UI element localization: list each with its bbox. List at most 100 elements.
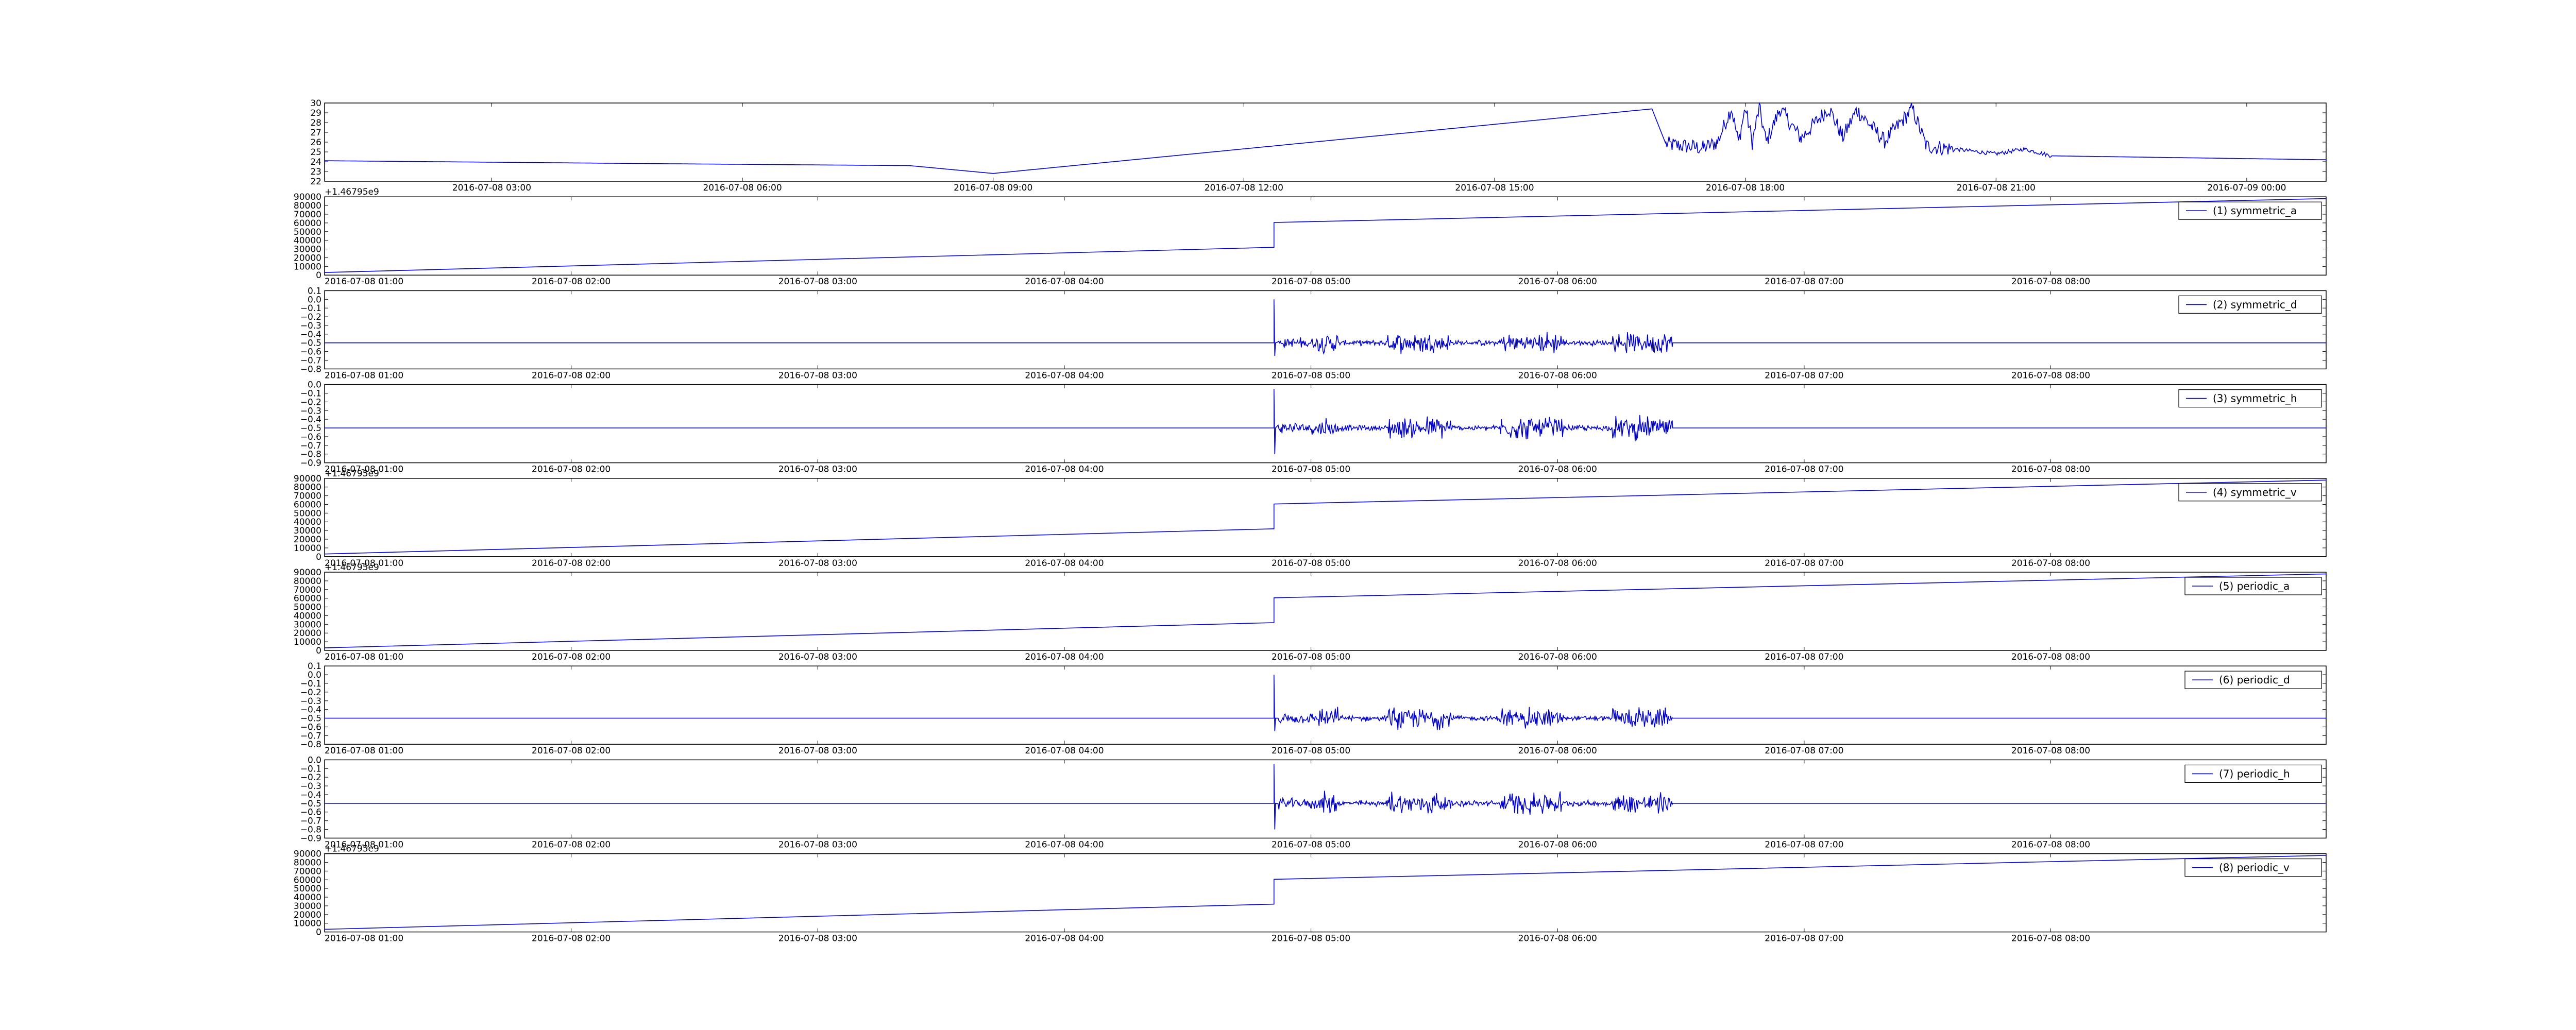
legend: (5) periodic_a	[2184, 577, 2322, 595]
y-tick-label: 22	[310, 177, 321, 187]
legend-label: (3) symmetric_h	[2213, 392, 2297, 405]
y-tick-label: 0	[316, 646, 321, 656]
series-line	[325, 764, 2326, 830]
y-tick-label: 30	[310, 98, 321, 109]
y-tick-label: −0.5	[300, 799, 321, 809]
y-tick-label: −0.2	[300, 772, 321, 783]
y-tick-label: −0.1	[300, 764, 321, 774]
y-tick-label: 10000	[294, 262, 321, 272]
series-line	[325, 299, 2326, 356]
subplot-6: 9000080000700006000050000400003000020000…	[294, 562, 2327, 662]
x-tick-label: 2016-07-08 03:00	[778, 839, 857, 850]
y-tick-label: 30000	[294, 245, 321, 255]
legend: (6) periodic_d	[2184, 671, 2322, 689]
x-tick-label: 2016-07-08 05:00	[1272, 277, 1350, 287]
y-tick-label: 20000	[294, 910, 321, 920]
offset-label: +1.46795e9	[325, 469, 379, 479]
x-tick-label: 2016-07-08 08:00	[2011, 934, 2090, 944]
y-tick-label: 30000	[294, 526, 321, 536]
x-tick-label: 2016-07-08 06:00	[1518, 934, 1597, 944]
y-tick-label: −0.2	[300, 688, 321, 698]
subplot-4: 0.0−0.1−0.2−0.3−0.4−0.5−0.6−0.7−0.8−0.9 2…	[300, 380, 2327, 475]
x-tick-label: 2016-07-08 04:00	[1025, 652, 1104, 662]
plot-frame	[324, 290, 2327, 370]
y-tick-label: −0.1	[300, 679, 321, 689]
x-tick-label: 2016-07-08 07:00	[1765, 652, 1843, 662]
legend-label: (7) periodic_h	[2219, 767, 2290, 780]
y-tick-label: 25	[310, 147, 321, 158]
y-tick-label: 50000	[294, 227, 321, 237]
y-tick-label: 0.0	[308, 670, 321, 680]
x-tick-label: 2016-07-08 07:00	[1765, 746, 1843, 756]
y-tick-label: 80000	[294, 483, 321, 493]
x-tick-label: 2016-07-08 06:00	[1518, 370, 1597, 381]
x-tick-label: 2016-07-08 03:00	[778, 934, 857, 944]
x-tick-label: 2016-07-08 21:00	[1957, 183, 2036, 193]
y-tick-label: 70000	[294, 491, 321, 502]
x-tick-label: 2016-07-08 06:00	[1518, 558, 1597, 569]
subplot-2: 9000080000700006000050000400003000020000…	[294, 187, 2327, 287]
x-tick-label: 2016-07-08 03:00	[778, 465, 857, 475]
y-tick-label: 0.0	[308, 380, 321, 390]
x-tick-label: 2016-07-08 07:00	[1765, 558, 1843, 569]
legend: (7) periodic_h	[2184, 764, 2322, 783]
x-tick-label: 2016-07-08 04:00	[1025, 370, 1104, 381]
plot-frame	[324, 572, 2327, 651]
y-tick-label: 20000	[294, 253, 321, 263]
y-tick-label: 26	[310, 138, 321, 148]
y-tick-label: −0.4	[300, 330, 321, 340]
subplot-7: 0.10.0−0.1−0.2−0.3−0.4−0.5−0.6−0.7−0.8 20…	[300, 661, 2327, 756]
x-tick-label: 2016-07-08 01:00	[325, 839, 403, 850]
y-tick-label: 50000	[294, 603, 321, 613]
y-tick-label: 30000	[294, 620, 321, 630]
x-tick-label: 2016-07-08 08:00	[2011, 839, 2090, 850]
x-tick-label: 2016-07-08 03:00	[778, 746, 857, 756]
y-tick-label: 0	[316, 552, 321, 562]
y-tick-label: 80000	[294, 857, 321, 868]
x-tick-label: 2016-07-08 01:00	[325, 652, 403, 662]
y-tick-label: −0.9	[300, 833, 321, 844]
x-tick-label: 2016-07-08 18:00	[1706, 183, 1785, 193]
legend: (1) symmetric_a	[2178, 201, 2322, 220]
y-tick-label: −0.8	[300, 450, 321, 460]
y-tick-label: −0.3	[300, 781, 321, 792]
plot-frame	[324, 478, 2327, 557]
y-tick-label: 50000	[294, 884, 321, 894]
x-tick-label: 2016-07-08 08:00	[2011, 277, 2090, 287]
x-tick-label: 2016-07-08 05:00	[1272, 934, 1350, 944]
x-tick-label: 2016-07-08 02:00	[532, 370, 611, 381]
y-tick-label: 0.0	[308, 755, 321, 765]
x-tick-label: 2016-07-08 06:00	[1518, 746, 1597, 756]
y-tick-label: 60000	[294, 594, 321, 604]
plot-frame	[324, 102, 2327, 182]
y-tick-label: −0.7	[300, 731, 321, 741]
y-tick-label: 0.0	[308, 295, 321, 305]
plot-frame	[324, 759, 2327, 839]
y-tick-label: −0.4	[300, 705, 321, 715]
x-tick-label: 2016-07-08 06:00	[1518, 652, 1597, 662]
y-tick-label: 90000	[294, 474, 321, 484]
y-tick-label: 10000	[294, 637, 321, 647]
y-tick-label: 90000	[294, 849, 321, 860]
y-tick-label: 0	[316, 928, 321, 938]
x-tick-label: 2016-07-08 05:00	[1272, 558, 1350, 569]
x-tick-label: 2016-07-08 07:00	[1765, 370, 1843, 381]
y-tick-label: 60000	[294, 218, 321, 229]
x-tick-label: 2016-07-08 04:00	[1025, 465, 1104, 475]
y-tick-label: −0.7	[300, 356, 321, 366]
subplot-5: 9000080000700006000050000400003000020000…	[294, 469, 2327, 569]
x-tick-label: 2016-07-08 04:00	[1025, 277, 1104, 287]
legend: (8) periodic_v	[2184, 858, 2322, 877]
x-tick-label: 2016-07-08 04:00	[1025, 558, 1104, 569]
series-line	[324, 198, 2327, 273]
series-line	[324, 573, 2327, 648]
y-tick-label: −0.4	[300, 790, 321, 800]
offset-label: +1.46795e9	[325, 187, 379, 197]
x-tick-label: 2016-07-08 05:00	[1272, 839, 1350, 850]
x-tick-label: 2016-07-08 02:00	[532, 465, 611, 475]
legend-label: (1) symmetric_a	[2213, 204, 2297, 217]
y-tick-label: −0.3	[300, 406, 321, 416]
x-tick-label: 2016-07-08 07:00	[1765, 465, 1843, 475]
y-tick-label: 70000	[294, 210, 321, 220]
